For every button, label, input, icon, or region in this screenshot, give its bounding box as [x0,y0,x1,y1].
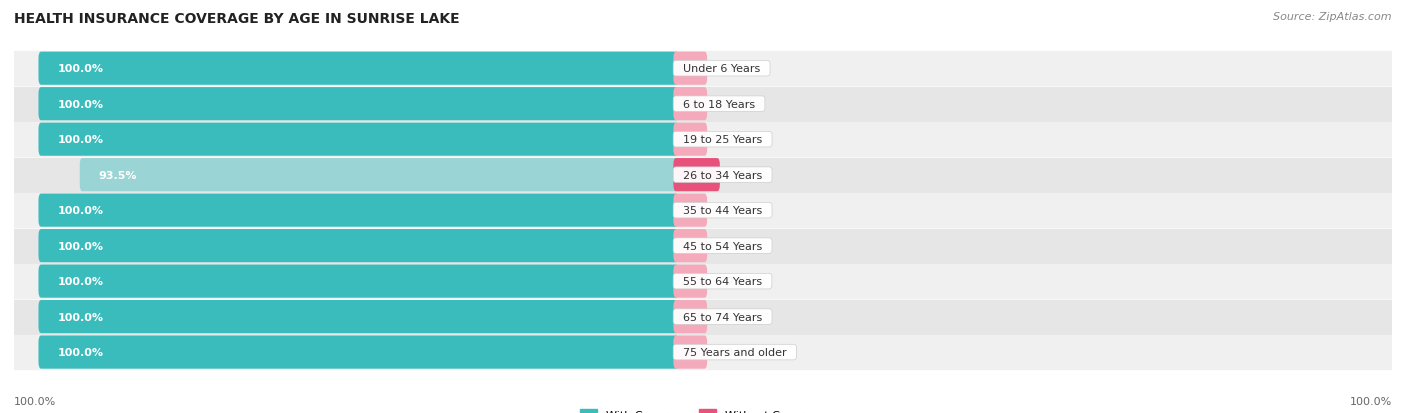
Text: 100.0%: 100.0% [58,206,103,216]
Bar [14,88,1392,121]
Text: Source: ZipAtlas.com: Source: ZipAtlas.com [1274,12,1392,22]
Bar [14,264,1392,299]
Text: 0.0%: 0.0% [725,64,754,74]
Text: 0.0%: 0.0% [725,276,754,287]
Bar [14,194,1392,228]
Text: 6 to 18 Years: 6 to 18 Years [676,100,762,109]
FancyBboxPatch shape [38,336,679,369]
FancyBboxPatch shape [38,88,679,121]
Text: 100.0%: 100.0% [58,276,103,287]
Bar [14,52,1392,86]
Text: 100.0%: 100.0% [58,64,103,74]
Text: 26 to 34 Years: 26 to 34 Years [676,170,769,180]
Text: 100.0%: 100.0% [58,241,103,251]
Text: 0.0%: 0.0% [725,206,754,216]
Text: 100.0%: 100.0% [1350,396,1392,406]
Text: 0.0%: 0.0% [725,100,754,109]
Legend: With Coverage, Without Coverage: With Coverage, Without Coverage [576,404,830,413]
FancyBboxPatch shape [673,230,707,263]
FancyBboxPatch shape [673,123,707,157]
Text: 45 to 54 Years: 45 to 54 Years [676,241,769,251]
Text: 19 to 25 Years: 19 to 25 Years [676,135,769,145]
Bar [14,300,1392,334]
Text: 6.5%: 6.5% [738,170,766,180]
Text: 100.0%: 100.0% [58,135,103,145]
Text: 65 to 74 Years: 65 to 74 Years [676,312,769,322]
FancyBboxPatch shape [673,300,707,333]
FancyBboxPatch shape [38,123,679,157]
FancyBboxPatch shape [673,159,720,192]
Text: 55 to 64 Years: 55 to 64 Years [676,276,769,287]
FancyBboxPatch shape [673,336,707,369]
Text: 0.0%: 0.0% [725,241,754,251]
Text: 100.0%: 100.0% [58,312,103,322]
Bar [14,158,1392,192]
Text: 93.5%: 93.5% [98,170,136,180]
FancyBboxPatch shape [38,300,679,333]
Text: 0.0%: 0.0% [725,312,754,322]
Text: 100.0%: 100.0% [58,347,103,357]
Text: 100.0%: 100.0% [14,396,56,406]
Text: 100.0%: 100.0% [58,100,103,109]
FancyBboxPatch shape [673,265,707,298]
Bar [14,229,1392,263]
FancyBboxPatch shape [673,194,707,227]
Bar [14,335,1392,369]
FancyBboxPatch shape [80,159,679,192]
Text: 0.0%: 0.0% [725,135,754,145]
Text: 35 to 44 Years: 35 to 44 Years [676,206,769,216]
Text: 75 Years and older: 75 Years and older [676,347,793,357]
FancyBboxPatch shape [38,230,679,263]
Text: 0.0%: 0.0% [725,347,754,357]
Text: Under 6 Years: Under 6 Years [676,64,768,74]
Bar [14,123,1392,157]
FancyBboxPatch shape [38,265,679,298]
FancyBboxPatch shape [673,88,707,121]
Text: HEALTH INSURANCE COVERAGE BY AGE IN SUNRISE LAKE: HEALTH INSURANCE COVERAGE BY AGE IN SUNR… [14,12,460,26]
FancyBboxPatch shape [673,52,707,85]
FancyBboxPatch shape [38,194,679,227]
FancyBboxPatch shape [38,52,679,85]
